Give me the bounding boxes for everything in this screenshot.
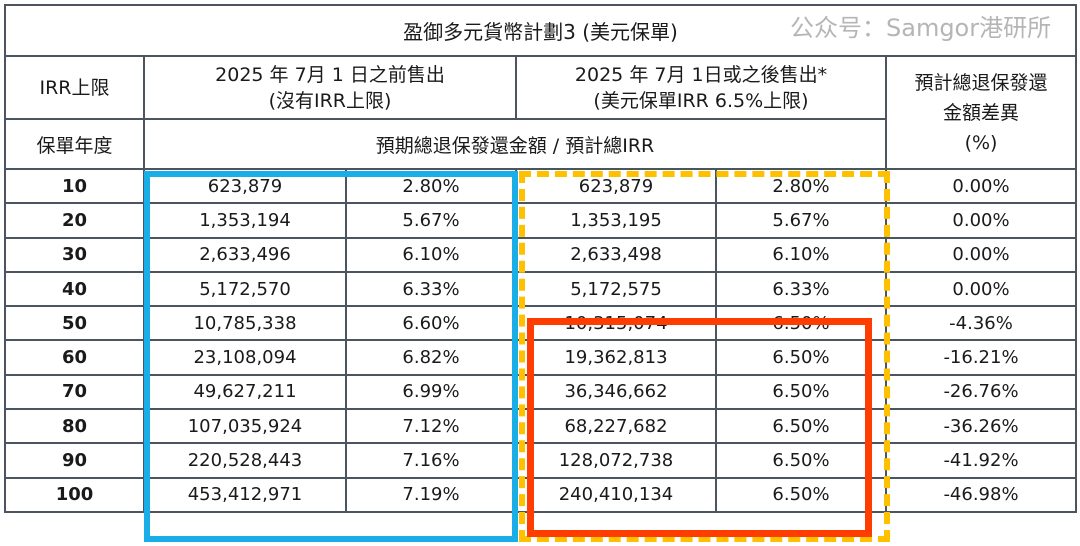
table-row: 20 1,353,194 5.67% 1,353,195 5.67% 0.00% xyxy=(4,202,1078,239)
watermark: 公众号：Samgor港研所 xyxy=(790,14,1052,42)
after-irr-cell: 6.10% xyxy=(715,236,887,273)
after-header: 2025 年 7月 1日或之後售出* (美元保單IRR 6.5%上限) xyxy=(515,55,887,120)
after-amount-cell: 623,879 xyxy=(515,167,717,205)
table-row: 90 220,528,443 7.16% 128,072,738 6.50% -41.92… xyxy=(4,442,1078,479)
table-row: 30 2,633,496 6.10% 2,633,498 6.10% 0.00% xyxy=(4,236,1078,273)
sub-header: 預期總退保發還金額 / 預計總IRR xyxy=(143,118,887,170)
table-title: 盈御多元貨幣計劃3 (美元保單) xyxy=(3,4,1078,57)
before-amount-cell: 623,879 xyxy=(143,167,347,205)
before-irr-cell: 6.99% xyxy=(345,373,517,411)
after-amount-cell: 5,172,575 xyxy=(515,270,717,308)
table-row: 60 23,108,094 6.82% 19,362,813 6.50% -16.21% xyxy=(4,339,1078,376)
difference-cell: -46.98% xyxy=(884,476,1078,513)
policy-year-header: 保單年度 xyxy=(4,118,145,170)
before-amount-cell: 10,785,338 xyxy=(143,305,347,342)
after-amount-cell: 68,227,682 xyxy=(515,408,717,445)
policy-year-cell: 70 xyxy=(4,373,145,411)
after-irr-cell: 6.33% xyxy=(715,270,887,308)
before-irr-cell: 6.82% xyxy=(345,339,517,376)
before-irr-cell: 5.67% xyxy=(345,202,517,239)
after-amount-cell: 1,353,195 xyxy=(515,202,717,239)
after-header-line1: 2025 年 7月 1日或之後售出* xyxy=(574,63,828,86)
policy-year-cell: 10 xyxy=(4,167,145,205)
after-amount-cell: 240,410,134 xyxy=(515,476,717,513)
after-amount-cell: 36,346,662 xyxy=(515,373,717,411)
difference-cell: -36.26% xyxy=(884,408,1078,445)
before-amount-cell: 23,108,094 xyxy=(143,339,347,376)
before-amount-cell: 5,172,570 xyxy=(143,270,347,308)
before-header: 2025 年 7月 1 日之前售出 (沒有IRR上限) xyxy=(143,55,517,120)
difference-cell: 0.00% xyxy=(884,202,1078,239)
after-irr-cell: 6.50% xyxy=(715,476,887,513)
difference-cell: -4.36% xyxy=(884,305,1078,342)
before-irr-cell: 2.80% xyxy=(345,167,517,205)
before-header-line1: 2025 年 7月 1 日之前售出 xyxy=(215,63,445,86)
after-header-line2: (美元保單IRR 6.5%上限) xyxy=(593,89,809,112)
after-irr-cell: 6.50% xyxy=(715,373,887,411)
after-irr-cell: 5.67% xyxy=(715,202,887,239)
table-row: 80 107,035,924 7.12% 68,227,682 6.50% -36.26% xyxy=(4,408,1078,445)
diff-header-line2: 金額差異 xyxy=(943,101,1020,124)
after-irr-cell: 6.50% xyxy=(715,408,887,445)
before-amount-cell: 2,633,496 xyxy=(143,236,347,273)
difference-cell: -26.76% xyxy=(884,373,1078,411)
comparison-table: 盈御多元貨幣計劃3 (美元保單) IRR上限 2025 年 7月 1 日之前售出… xyxy=(3,4,1078,513)
before-irr-cell: 7.12% xyxy=(345,408,517,445)
diff-header: 預計總退保發還 金額差異 (%) xyxy=(884,55,1078,170)
table-row: 40 5,172,570 6.33% 5,172,575 6.33% 0.00% xyxy=(4,270,1078,308)
after-irr-cell: 2.80% xyxy=(715,167,887,205)
before-irr-cell: 7.16% xyxy=(345,442,517,479)
before-amount-cell: 49,627,211 xyxy=(143,373,347,411)
difference-cell: -41.92% xyxy=(884,442,1078,479)
before-irr-cell: 6.60% xyxy=(345,305,517,342)
table-row: 50 10,785,338 6.60% 10,315,074 6.50% -4.36% xyxy=(4,305,1078,342)
before-amount-cell: 220,528,443 xyxy=(143,442,347,479)
policy-year-cell: 100 xyxy=(4,476,145,513)
before-amount-cell: 1,353,194 xyxy=(143,202,347,239)
difference-cell: 0.00% xyxy=(884,167,1078,205)
after-irr-cell: 6.50% xyxy=(715,442,887,479)
after-irr-cell: 6.50% xyxy=(715,339,887,376)
after-irr-cell: 6.50% xyxy=(715,305,887,342)
before-amount-cell: 453,412,971 xyxy=(143,476,347,513)
policy-year-cell: 80 xyxy=(4,408,145,445)
policy-year-cell: 60 xyxy=(4,339,145,376)
after-amount-cell: 128,072,738 xyxy=(515,442,717,479)
irr-cap-header: IRR上限 xyxy=(4,55,145,120)
after-amount-cell: 10,315,074 xyxy=(515,305,717,342)
table-row: 100 453,412,971 7.19% 240,410,134 6.50% -46.9… xyxy=(4,476,1078,513)
table-row: 70 49,627,211 6.99% 36,346,662 6.50% -26.76% xyxy=(4,373,1078,411)
difference-cell: -16.21% xyxy=(884,339,1078,376)
before-header-line2: (沒有IRR上限) xyxy=(268,89,392,112)
before-irr-cell: 7.19% xyxy=(345,476,517,513)
table-row: 10 623,879 2.80% 623,879 2.80% 0.00% xyxy=(4,167,1078,205)
difference-cell: 0.00% xyxy=(884,270,1078,308)
diff-header-line3: (%) xyxy=(964,131,998,154)
diff-header-line1: 預計總退保發還 xyxy=(914,71,1048,94)
policy-year-cell: 30 xyxy=(4,236,145,273)
after-amount-cell: 19,362,813 xyxy=(515,339,717,376)
policy-year-cell: 20 xyxy=(4,202,145,239)
before-irr-cell: 6.33% xyxy=(345,270,517,308)
policy-year-cell: 40 xyxy=(4,270,145,308)
policy-year-cell: 90 xyxy=(4,442,145,479)
difference-cell: 0.00% xyxy=(884,236,1078,273)
before-irr-cell: 6.10% xyxy=(345,236,517,273)
after-amount-cell: 2,633,498 xyxy=(515,236,717,273)
policy-year-cell: 50 xyxy=(4,305,145,342)
before-amount-cell: 107,035,924 xyxy=(143,408,347,445)
